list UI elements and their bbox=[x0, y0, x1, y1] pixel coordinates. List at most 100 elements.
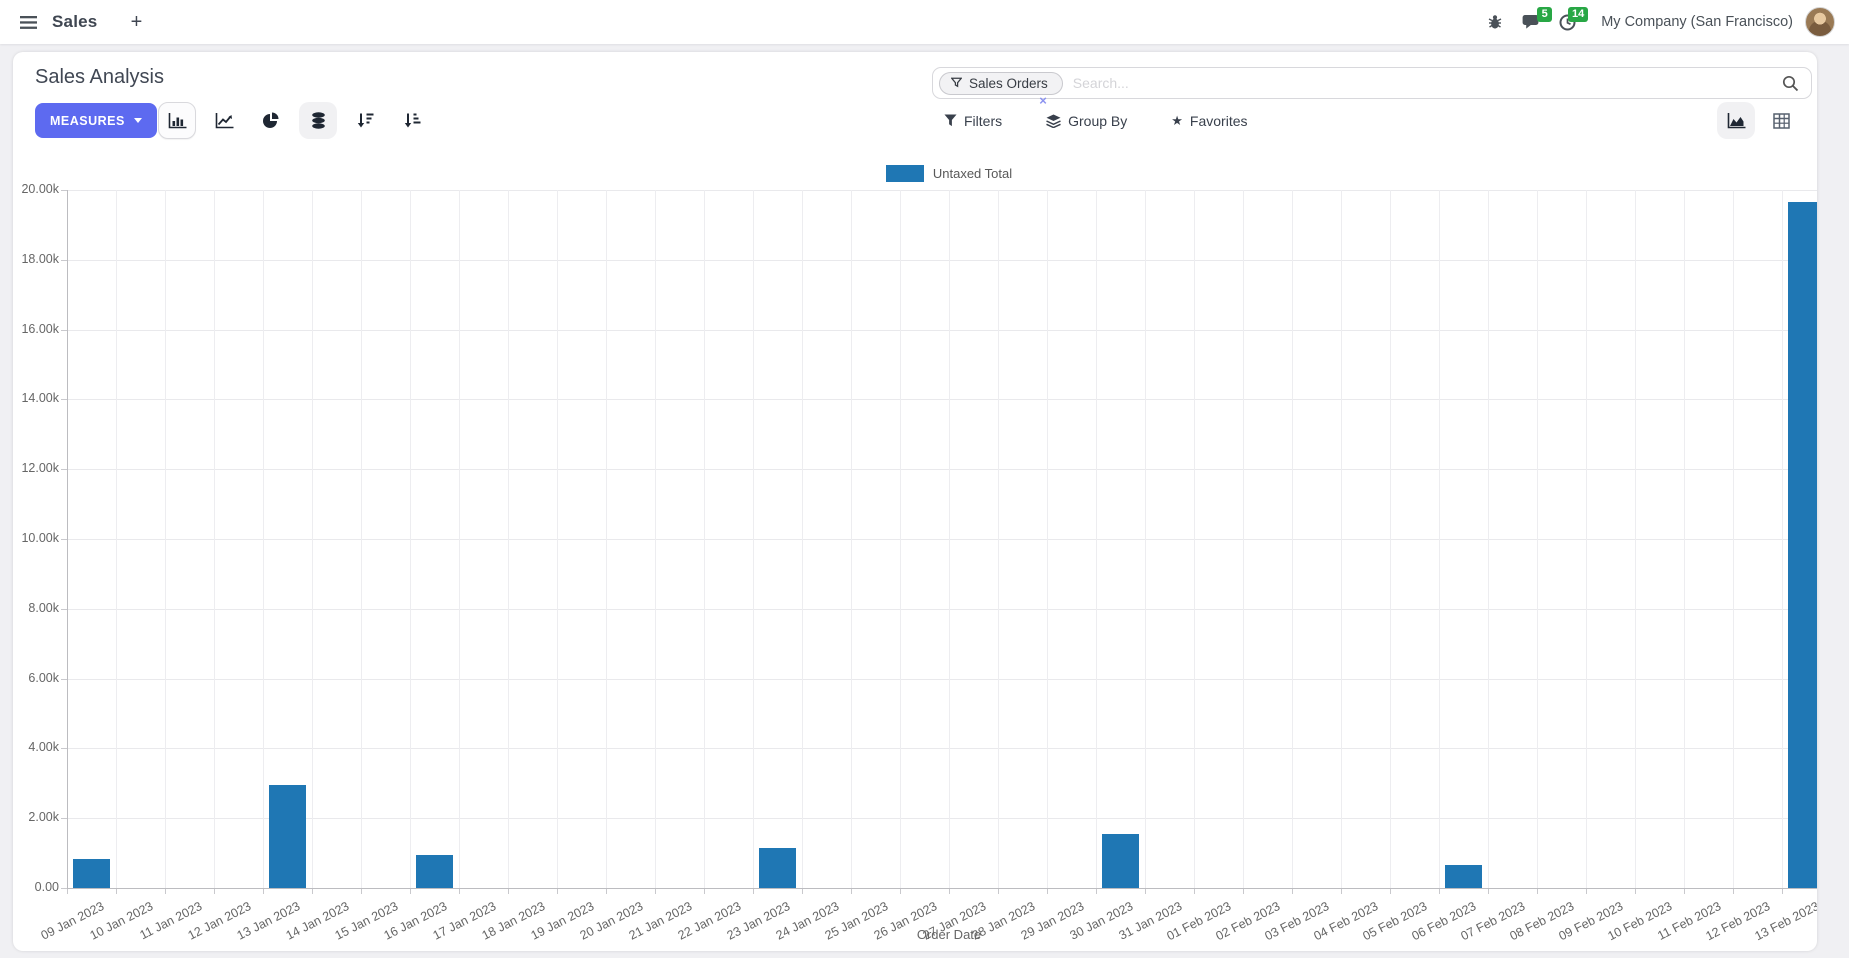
v-gridline bbox=[1194, 190, 1195, 888]
y-axis-tick bbox=[61, 190, 67, 191]
chart-bar[interactable] bbox=[1445, 865, 1482, 888]
filters-dropdown[interactable]: Filters bbox=[944, 113, 1002, 129]
chart-type-group bbox=[158, 102, 431, 139]
x-axis-tick bbox=[263, 888, 264, 894]
v-gridline bbox=[900, 190, 901, 888]
chart-bar[interactable] bbox=[73, 858, 110, 888]
group-by-layers-icon bbox=[1046, 113, 1061, 128]
x-axis-tick bbox=[1096, 888, 1097, 894]
y-axis-tick bbox=[61, 748, 67, 750]
y-axis-label: 8.00k bbox=[28, 600, 59, 615]
activities-button[interactable]: 14 bbox=[1549, 5, 1589, 39]
search-options: Filters Group By ★ Favorites bbox=[944, 103, 1248, 138]
x-axis-tick bbox=[361, 888, 362, 894]
y-axis-tick bbox=[61, 329, 67, 331]
x-axis-tick bbox=[1488, 888, 1489, 894]
bug-icon bbox=[1488, 15, 1502, 29]
pivot-view-button[interactable] bbox=[1762, 102, 1800, 139]
x-axis-tick bbox=[214, 888, 215, 894]
y-axis-label: 20.00k bbox=[21, 182, 59, 196]
v-gridline bbox=[1047, 190, 1048, 888]
v-gridline bbox=[459, 190, 460, 888]
chevron-down-icon bbox=[133, 118, 142, 123]
view-switcher bbox=[1717, 102, 1800, 139]
line-chart-button[interactable] bbox=[205, 102, 243, 139]
chart-bar[interactable] bbox=[1102, 833, 1139, 888]
hamburger-icon bbox=[19, 15, 37, 29]
v-gridline bbox=[1243, 190, 1244, 888]
debug-button[interactable] bbox=[1477, 5, 1513, 39]
h-gridline bbox=[67, 818, 1817, 820]
h-gridline bbox=[67, 259, 1817, 261]
graph-view-button[interactable] bbox=[1717, 102, 1755, 139]
chat-bubble-icon bbox=[1522, 14, 1539, 29]
messages-button[interactable]: 5 bbox=[1513, 5, 1553, 39]
chart-bar[interactable] bbox=[1788, 202, 1817, 888]
y-axis-line bbox=[67, 190, 68, 889]
h-gridline bbox=[67, 678, 1817, 680]
v-gridline bbox=[606, 190, 607, 888]
facet-remove-icon[interactable]: × bbox=[1039, 92, 1047, 108]
h-gridline bbox=[67, 608, 1817, 610]
bar-chart-icon bbox=[168, 112, 186, 128]
x-axis-tick bbox=[1292, 888, 1293, 894]
x-axis-tick bbox=[508, 888, 509, 894]
chart-bar[interactable] bbox=[269, 785, 306, 888]
x-axis-tick bbox=[606, 888, 607, 894]
measures-label: MEASURES bbox=[50, 113, 125, 128]
line-chart-icon bbox=[215, 112, 233, 128]
app-name[interactable]: Sales bbox=[52, 12, 98, 31]
v-gridline bbox=[116, 190, 117, 888]
x-axis-tick bbox=[1635, 888, 1636, 894]
x-axis-line bbox=[61, 888, 1817, 889]
y-axis-tick bbox=[61, 818, 67, 820]
y-axis-label: 18.00k bbox=[21, 251, 59, 266]
search-facet-sales-orders[interactable]: Sales Orders × bbox=[939, 71, 1063, 107]
v-gridline bbox=[312, 190, 313, 888]
x-axis-tick bbox=[165, 888, 166, 894]
bar-chart-button[interactable] bbox=[158, 102, 196, 139]
v-gridline bbox=[1439, 190, 1440, 888]
v-gridline bbox=[1292, 190, 1293, 888]
chart-legend[interactable]: Untaxed Total bbox=[67, 164, 1817, 182]
x-axis-tick bbox=[1390, 888, 1391, 894]
y-axis-label: 10.00k bbox=[21, 531, 59, 545]
filters-funnel-icon bbox=[944, 114, 957, 127]
pie-chart-icon bbox=[263, 112, 279, 128]
sort-descending-button[interactable] bbox=[346, 102, 384, 139]
measures-button[interactable]: MEASURES bbox=[35, 103, 157, 138]
stacked-toggle-button[interactable] bbox=[299, 102, 337, 139]
y-axis-tick bbox=[61, 539, 67, 540]
search-input[interactable] bbox=[1062, 75, 1782, 91]
messages-count-badge: 5 bbox=[1537, 7, 1553, 23]
search-bar[interactable]: Sales Orders × bbox=[932, 67, 1812, 107]
y-axis-label: 16.00k bbox=[21, 321, 59, 336]
v-gridline bbox=[263, 190, 264, 888]
y-axis-tick bbox=[61, 888, 67, 889]
chart-bar[interactable] bbox=[759, 847, 796, 888]
sort-ascending-button[interactable] bbox=[393, 102, 431, 139]
apps-menu-icon[interactable] bbox=[14, 8, 42, 36]
v-gridline bbox=[410, 190, 411, 888]
y-axis-tick bbox=[61, 259, 67, 261]
favorites-star-icon: ★ bbox=[1171, 113, 1183, 128]
x-axis-tick bbox=[900, 888, 901, 894]
group-by-dropdown[interactable]: Group By bbox=[1046, 113, 1127, 129]
v-gridline bbox=[704, 190, 705, 888]
v-gridline bbox=[1488, 190, 1489, 888]
y-axis-tick bbox=[61, 678, 67, 680]
y-axis-label: 6.00k bbox=[28, 670, 59, 685]
v-gridline bbox=[1635, 190, 1636, 888]
company-switcher[interactable]: My Company (San Francisco) bbox=[1601, 14, 1793, 30]
user-avatar[interactable] bbox=[1805, 7, 1835, 37]
x-axis-tick bbox=[1047, 888, 1048, 894]
search-submit[interactable] bbox=[1782, 75, 1799, 92]
x-axis-tick bbox=[704, 888, 705, 894]
group-by-label: Group By bbox=[1068, 112, 1128, 129]
new-window-tab-button[interactable]: + bbox=[130, 10, 143, 33]
chart-bar[interactable] bbox=[416, 854, 453, 888]
v-gridline bbox=[753, 190, 754, 888]
favorites-dropdown[interactable]: ★ Favorites bbox=[1171, 113, 1247, 129]
pie-chart-button[interactable] bbox=[252, 102, 290, 139]
x-axis-tick bbox=[949, 888, 950, 894]
